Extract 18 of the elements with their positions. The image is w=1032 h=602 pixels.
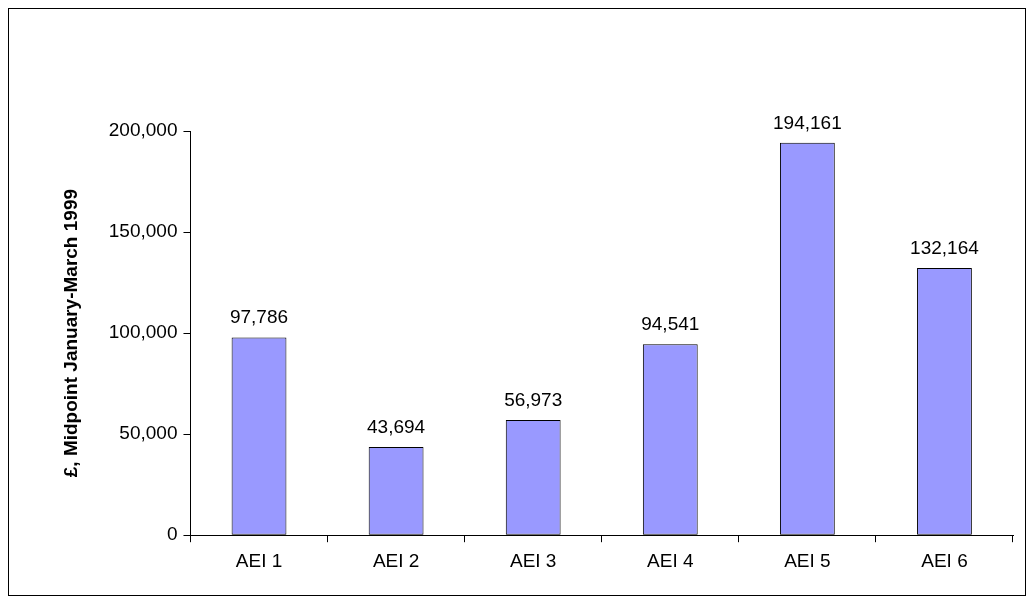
y-tick-label: 150,000	[108, 220, 178, 242]
y-tick-label: 50,000	[119, 422, 178, 444]
data-label: 56,973	[504, 388, 563, 410]
x-tick-label: AEI 5	[784, 549, 831, 571]
y-tick-label: 0	[166, 523, 178, 545]
x-tick-label: AEI 3	[509, 549, 557, 571]
data-label: 132,164	[910, 236, 980, 258]
data-label: 43,694	[367, 415, 426, 437]
x-tick-label: AEI 1	[235, 549, 283, 571]
data-label: 97,786	[229, 306, 289, 328]
y-tick-label: 200,000	[108, 119, 178, 141]
y-axis-title: £, Midpoint January-March 1999	[59, 188, 81, 478]
data-label: 194,161	[773, 111, 842, 133]
x-tick-label: AEI 4	[647, 549, 694, 571]
y-tick-label: 100,000	[108, 321, 178, 343]
data-label: 94,541	[641, 312, 700, 334]
x-tick-label: AEI 6	[921, 549, 968, 571]
x-tick-label: AEI 2	[372, 549, 420, 571]
